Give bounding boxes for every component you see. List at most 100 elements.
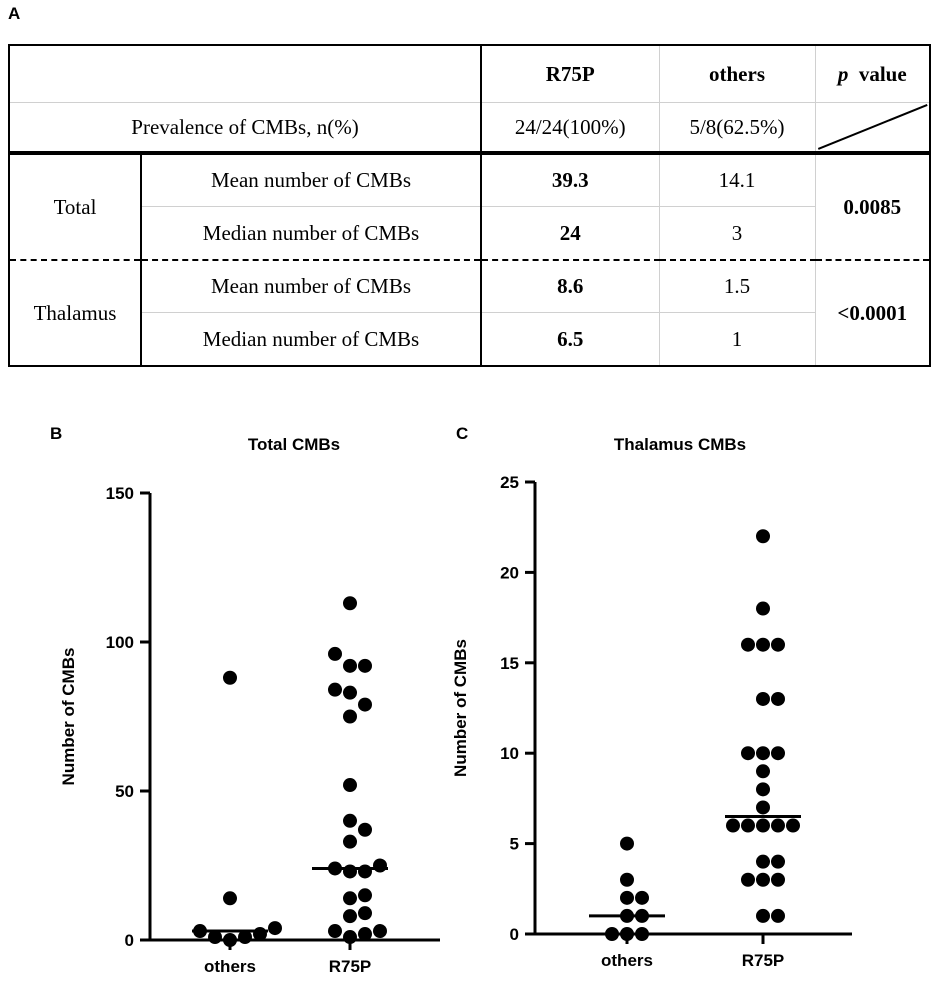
thalamus-point-others-0 bbox=[620, 836, 634, 851]
total-point-R75P-20 bbox=[328, 924, 342, 939]
total-point-R75P-1 bbox=[328, 646, 342, 661]
total-median-others: 3 bbox=[658, 206, 816, 261]
total-point-R75P-16 bbox=[358, 888, 372, 903]
header-pvalue: p value bbox=[815, 44, 931, 104]
total-mean-label: Mean number of CMBs bbox=[140, 152, 482, 208]
total-point-R75P-21 bbox=[373, 924, 387, 939]
thalamus-point-R75P-1 bbox=[756, 601, 770, 616]
thalamus-mean-label: Mean number of CMBs bbox=[140, 259, 482, 314]
thalamus-point-R75P-4 bbox=[741, 637, 755, 652]
thalamus-title: Thalamus CMBs bbox=[614, 435, 746, 454]
thalamus-mean-r75p: 8.6 bbox=[480, 259, 660, 314]
thalamus-point-R75P-22 bbox=[741, 872, 755, 887]
thalamus-x-tick-label-R75P: R75P bbox=[742, 951, 785, 970]
total-point-R75P-10 bbox=[358, 822, 372, 837]
prevalence-label: Prevalence of CMBs, n(%) bbox=[8, 102, 482, 156]
thalamus-point-others-7 bbox=[635, 927, 649, 941]
thalamus-y-tick-label-1: 5 bbox=[510, 835, 519, 854]
total-title: Total CMBs bbox=[248, 435, 340, 454]
thalamus-point-R75P-24 bbox=[771, 908, 785, 923]
thalamus-y-tick-label-3: 15 bbox=[500, 654, 519, 673]
total-y-tick-label-2: 100 bbox=[106, 633, 134, 652]
thalamus-point-R75P-12 bbox=[756, 800, 770, 815]
total-x-tick-label-others: others bbox=[204, 957, 256, 976]
total-point-others-6 bbox=[208, 930, 222, 945]
header-pvalue-p: p bbox=[837, 61, 849, 86]
thalamus-point-R75P-21 bbox=[771, 872, 785, 887]
thalamus-y-tick-label-4: 20 bbox=[500, 563, 519, 582]
cmb-table: R75P others p value Prevalence of CMBs, … bbox=[8, 44, 931, 368]
total-y-tick-label-1: 50 bbox=[115, 782, 134, 801]
thalamus-y-tick-label-5: 25 bbox=[500, 473, 519, 492]
thalamus-point-others-1 bbox=[620, 872, 634, 887]
total-point-others-1 bbox=[223, 891, 237, 906]
total-median-r75p: 24 bbox=[480, 206, 660, 261]
thalamus-mean-others: 1.5 bbox=[658, 259, 816, 314]
chart-thalamus-cmbs: Thalamus CMBs Number of CMBs 0 5 10 15 20 25 oth… bbox=[451, 435, 852, 970]
total-y-tick-label-3: 150 bbox=[106, 484, 134, 503]
panel-label-b: B bbox=[50, 424, 63, 443]
total-point-R75P-9 bbox=[343, 813, 357, 828]
thalamus-point-R75P-17 bbox=[726, 818, 740, 833]
group-total-label: Total bbox=[8, 152, 142, 261]
total-point-R75P-8 bbox=[343, 778, 357, 793]
thalamus-point-R75P-6 bbox=[771, 691, 785, 706]
panel-label-c: C bbox=[456, 424, 469, 443]
header-r75p: R75P bbox=[480, 44, 660, 104]
total-point-others-5 bbox=[238, 930, 252, 945]
total-point-R75P-14 bbox=[343, 864, 357, 879]
header-others: others bbox=[659, 44, 816, 104]
total-point-others-4 bbox=[253, 927, 267, 942]
thalamus-point-R75P-0 bbox=[756, 529, 770, 544]
thalamus-median-r75p: 6.5 bbox=[480, 312, 660, 368]
thalamus-pvalue: <0.0001 bbox=[814, 259, 931, 367]
total-point-R75P-2 bbox=[343, 658, 357, 673]
total-y-axis-label: Number of CMBs bbox=[59, 648, 78, 786]
total-mean-r75p: 39.3 bbox=[480, 152, 660, 208]
thalamus-point-R75P-7 bbox=[756, 746, 770, 761]
thalamus-point-others-8 bbox=[605, 927, 619, 941]
total-median-label: Median number of CMBs bbox=[140, 206, 482, 261]
chart-total-cmbs: Total CMBs Number of CMBs 0 50 100 150 others R… bbox=[59, 435, 440, 976]
thalamus-y-tick-label-2: 10 bbox=[500, 744, 519, 763]
thalamus-point-R75P-19 bbox=[771, 854, 785, 869]
total-point-others-2 bbox=[268, 921, 282, 936]
total-pvalue: 0.0085 bbox=[814, 152, 931, 261]
thalamus-point-others-2 bbox=[620, 890, 634, 905]
total-point-R75P-5 bbox=[343, 685, 357, 700]
total-point-others-0 bbox=[223, 670, 237, 685]
total-point-R75P-7 bbox=[343, 709, 357, 724]
total-point-R75P-22 bbox=[358, 927, 372, 942]
thalamus-point-others-6 bbox=[620, 927, 634, 941]
total-point-R75P-19 bbox=[343, 909, 357, 924]
total-point-R75P-18 bbox=[358, 906, 372, 921]
thalamus-x-tick-label-others: others bbox=[601, 951, 653, 970]
prevalence-r75p: 24/24(100%) bbox=[480, 102, 660, 156]
total-point-others-7 bbox=[223, 933, 237, 947]
thalamus-point-others-3 bbox=[635, 890, 649, 905]
thalamus-y-axis-label: Number of CMBs bbox=[451, 639, 470, 777]
total-point-R75P-6 bbox=[358, 697, 372, 712]
total-y-tick-label-0: 0 bbox=[125, 931, 134, 950]
total-point-R75P-3 bbox=[358, 658, 372, 673]
total-point-R75P-17 bbox=[343, 891, 357, 906]
thalamus-point-R75P-18 bbox=[756, 854, 770, 869]
thalamus-point-R75P-14 bbox=[771, 818, 785, 833]
thalamus-point-R75P-20 bbox=[756, 872, 770, 887]
thalamus-point-R75P-8 bbox=[771, 746, 785, 761]
group-thalamus-label: Thalamus bbox=[8, 259, 142, 367]
thalamus-median-label: Median number of CMBs bbox=[140, 312, 482, 368]
thalamus-point-R75P-13 bbox=[756, 818, 770, 833]
total-point-R75P-11 bbox=[343, 834, 357, 849]
total-x-tick-label-R75P: R75P bbox=[329, 957, 372, 976]
prevalence-pvalue-slash bbox=[814, 102, 931, 156]
header-empty bbox=[8, 44, 482, 104]
thalamus-point-R75P-15 bbox=[741, 818, 755, 833]
total-point-R75P-12 bbox=[373, 858, 387, 873]
thalamus-point-R75P-9 bbox=[741, 746, 755, 761]
thalamus-point-R75P-23 bbox=[756, 908, 770, 923]
thalamus-point-R75P-3 bbox=[771, 637, 785, 652]
total-mean-others: 14.1 bbox=[658, 152, 816, 208]
total-point-R75P-23 bbox=[343, 930, 357, 945]
panel-label-a: A bbox=[8, 4, 21, 23]
